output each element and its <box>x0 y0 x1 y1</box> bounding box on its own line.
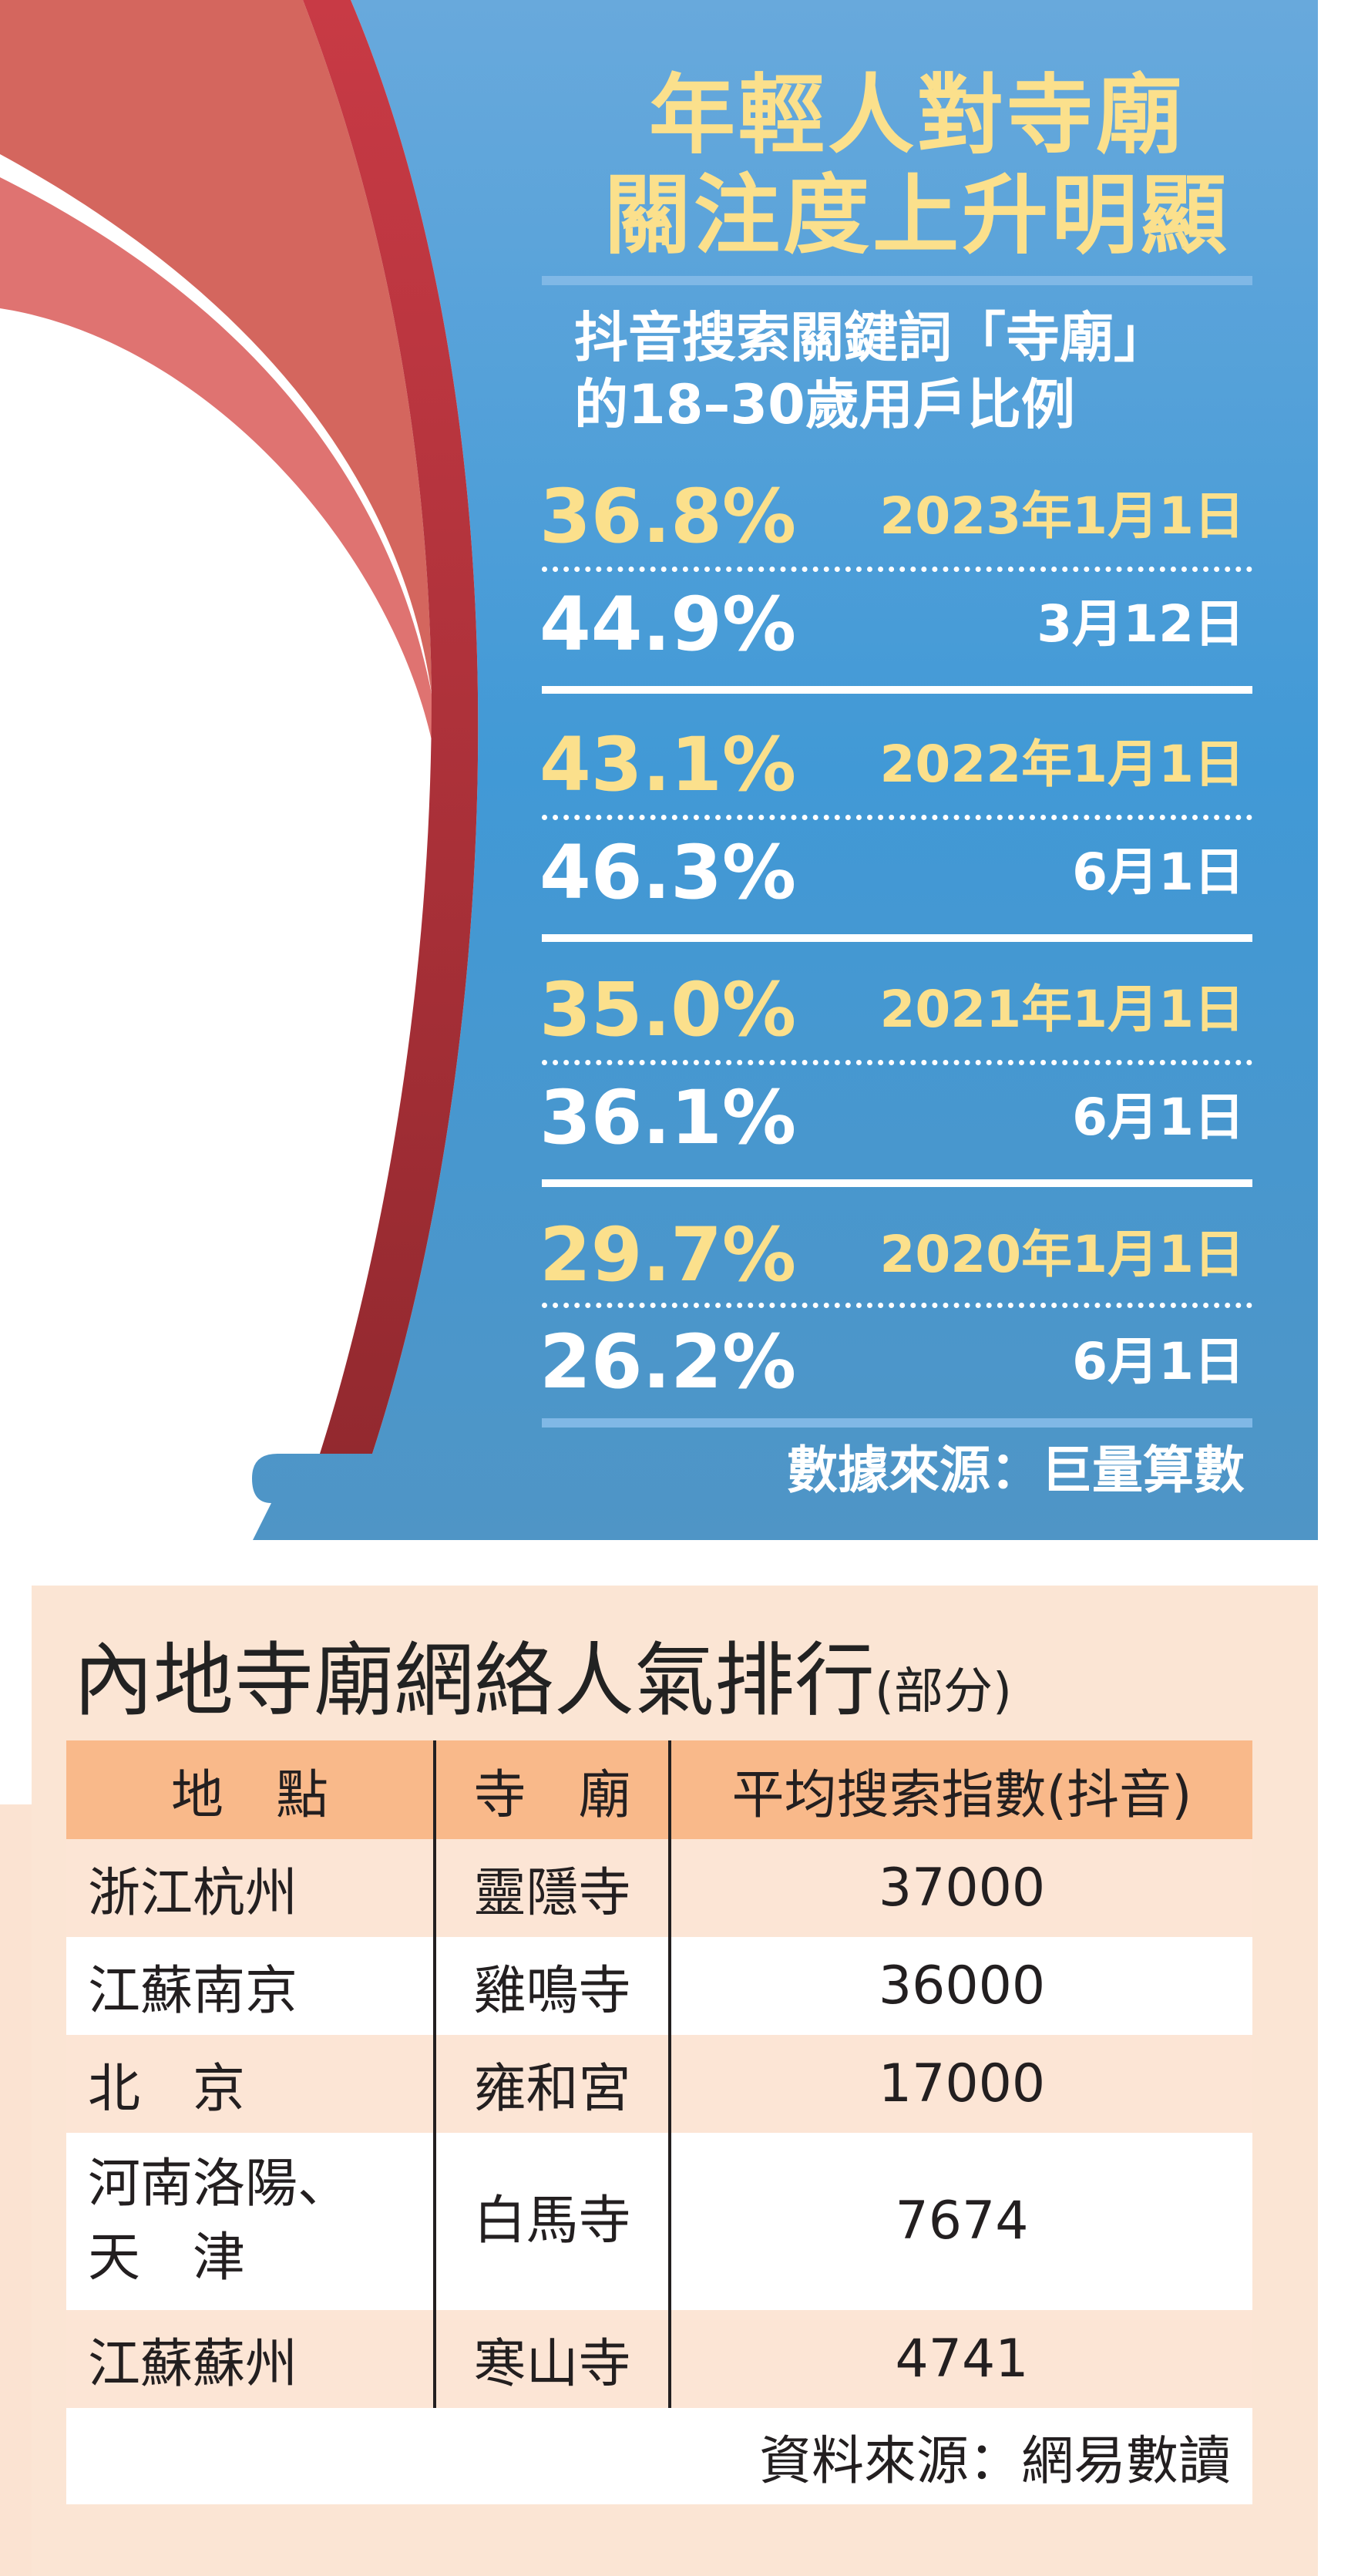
dotted-divider <box>542 1303 1252 1308</box>
infographic-source: 數據來源：巨量算數 <box>787 1441 1245 1500</box>
salmon-ribbon <box>0 0 432 694</box>
date-label: 2022年1月1日 <box>879 735 1245 794</box>
cell-index: 4741 <box>668 2310 1252 2408</box>
table-row: 江蘇南京 雞鳴寺 36000 <box>66 1937 1252 2035</box>
date-label: 2020年1月1日 <box>879 1225 1245 1284</box>
group-divider <box>542 686 1252 694</box>
infographic-title-line-2: 關注度上升明顯 <box>604 166 1230 266</box>
percent-value: 36.1% <box>539 1074 797 1161</box>
table-row: 浙江杭州 靈隱寺 37000 <box>66 1839 1252 1937</box>
date-label: 2021年1月1日 <box>879 980 1245 1039</box>
percent-value: 43.1% <box>539 721 797 808</box>
infographic-title-line-1: 年輕人對寺廟 <box>649 66 1185 166</box>
date-label: 2023年1月1日 <box>879 486 1245 546</box>
dotted-divider <box>542 1060 1252 1065</box>
cell-place-line-2: 天 津 <box>88 2228 246 2288</box>
ranking-title: 內地寺廟網絡人氣排行(部分) <box>73 1626 1012 1746</box>
percent-value: 44.9% <box>539 581 797 668</box>
ranking-title-text: 內地寺廟網絡人氣排行 <box>73 1633 876 1727</box>
header-place: 地 點 <box>66 1740 435 1839</box>
group-divider <box>542 934 1252 942</box>
cell-place: 江蘇南京 <box>66 1937 435 2035</box>
date-label: 6月1日 <box>1072 842 1245 902</box>
divider <box>542 276 1252 285</box>
cell-index: 17000 <box>668 2035 1252 2133</box>
percent-value: 46.3% <box>539 829 797 916</box>
cell-temple: 雞鳴寺 <box>433 1937 670 2035</box>
cell-index: 36000 <box>668 1937 1252 2035</box>
source-row: 資料來源：網易數讀 <box>66 2408 1252 2504</box>
date-label: 6月1日 <box>1072 1332 1245 1391</box>
percent-value: 36.8% <box>539 473 797 560</box>
cell-place: 北 京 <box>66 2035 435 2133</box>
date-label: 3月12日 <box>1037 594 1245 654</box>
date-label: 6月1日 <box>1072 1088 1245 1147</box>
cell-place: 浙江杭州 <box>66 1839 435 1937</box>
red-ribbon <box>303 0 479 1454</box>
cell-place-line-1: 河南洛陽、 <box>88 2154 351 2214</box>
cell-temple: 靈隱寺 <box>433 1839 670 1937</box>
percent-value: 26.2% <box>539 1319 797 1405</box>
infographic-subtitle-line-1: 抖音搜索關鍵詞「寺廟」 <box>574 306 1168 369</box>
dotted-divider <box>542 815 1252 820</box>
cell-place: 河南洛陽、天 津 <box>66 2133 435 2310</box>
cell-index: 37000 <box>668 1839 1252 1937</box>
dotted-divider <box>542 567 1252 572</box>
cell-place: 江蘇蘇州 <box>66 2310 435 2408</box>
table-row: 江蘇蘇州 寒山寺 4741 <box>66 2310 1252 2408</box>
header-temple: 寺 廟 <box>433 1740 670 1839</box>
cell-temple: 寒山寺 <box>433 2310 670 2408</box>
blue-panel <box>252 0 1318 1540</box>
salmon-ribbon-light <box>0 177 432 740</box>
cell-temple: 白馬寺 <box>433 2133 670 2310</box>
ranking-source: 資料來源：網易數讀 <box>66 2408 1252 2504</box>
percent-value: 35.0% <box>539 967 797 1053</box>
group-divider <box>542 1179 1252 1187</box>
infographic-subtitle-line-2: 的18–30歲用戶比例 <box>574 373 1075 436</box>
header-index: 平均搜索指數(抖音) <box>668 1740 1252 1839</box>
table-header: 地 點 寺 廟 平均搜索指數(抖音) <box>66 1740 1252 1839</box>
bottom-divider <box>542 1418 1252 1428</box>
percent-value: 29.7% <box>539 1212 797 1298</box>
cell-index: 7674 <box>668 2133 1252 2310</box>
table-row: 河南洛陽、天 津 白馬寺 7674 <box>66 2133 1252 2310</box>
table-row: 北 京 雍和宮 17000 <box>66 2035 1252 2133</box>
ranking-title-note: (部分) <box>875 1663 1012 1720</box>
cell-temple: 雍和宮 <box>433 2035 670 2133</box>
ranking-table: 地 點 寺 廟 平均搜索指數(抖音) 浙江杭州 靈隱寺 37000 江蘇南京 雞… <box>66 1740 1252 2504</box>
